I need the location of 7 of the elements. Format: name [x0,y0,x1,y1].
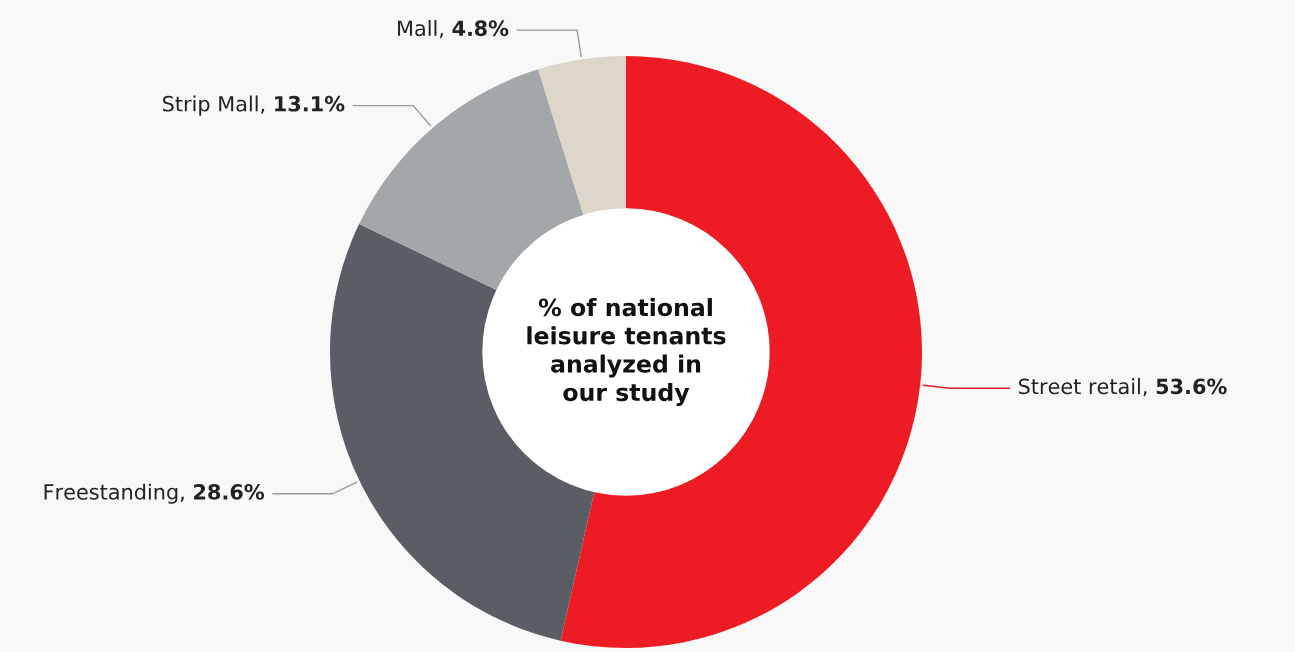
donut-slice [538,56,626,216]
text: % of national leisure tenants analyzed in our study [527,298,726,406]
slice-label: Freestanding, 28.6% [44,483,265,504]
donut-slice [359,69,584,291]
slice-label: Mall, 4.8% [398,20,509,39]
slice-label: Strip Mall, 13.1% [163,95,345,116]
slice-label: Street retail, 53.6% [1018,378,1227,397]
